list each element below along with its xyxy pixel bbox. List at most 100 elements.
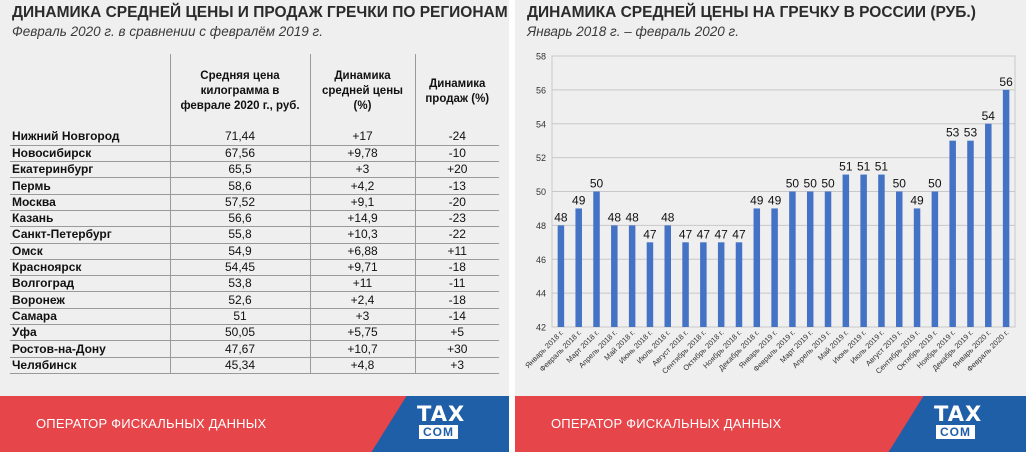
table-row: Воронеж 52,6 +2,4 -18 <box>10 291 499 309</box>
footer-label: ОПЕРАТОР ФИСКАЛЬНЫХ ДАННЫХ <box>551 416 782 431</box>
logo-bottom-text: COM <box>419 425 458 439</box>
sales-change-cell: -20 <box>414 194 499 211</box>
right-panel-title: ДИНАМИКА СРЕДНЕЙ ЦЕНЫ НА ГРЕЧКУ В РОССИИ… <box>527 4 976 21</box>
price-change-cell: +4,8 <box>309 357 415 374</box>
table-body: Нижний Новгород 71,44 +17 -24 Новосибирск 67,… <box>10 129 499 374</box>
bar <box>789 191 796 327</box>
bar <box>575 208 582 327</box>
taxcom-logo: TAX COM <box>934 403 1004 443</box>
y-tick-label: 50 <box>536 187 546 197</box>
data-label: 50 <box>590 177 604 191</box>
regional-table-panel: ДИНАМИКА СРЕДНЕЙ ЦЕНЫ И ПРОДАЖ ГРЕЧКИ ПО… <box>0 0 509 452</box>
price-cell: 65,5 <box>169 161 310 179</box>
sales-change-cell: -10 <box>414 145 499 163</box>
logo-top-text: TAX <box>934 402 983 426</box>
sales-change-cell: +3 <box>414 357 499 374</box>
left-panel-subtitle: Февраль 2020 г. в сравнении с февралём 2… <box>12 24 323 39</box>
bar <box>896 191 903 327</box>
city-cell: Екатеринбург <box>10 161 170 179</box>
city-cell: Нижний Новгород <box>10 129 170 146</box>
bar <box>717 242 725 327</box>
table-row: Самара 51 +3 -14 <box>10 308 499 326</box>
city-cell: Москва <box>10 194 170 211</box>
price-cell: 67,56 <box>169 145 310 163</box>
data-label: 47 <box>697 227 711 241</box>
table-row: Санкт-Петербург 55,8 +10,3 -22 <box>10 226 499 244</box>
logo-bottom-text: COM <box>936 425 975 439</box>
price-cell: 47,67 <box>169 340 310 358</box>
bar <box>1002 89 1010 327</box>
city-cell: Челябинск <box>10 357 170 374</box>
price-cell: 53,8 <box>169 275 310 293</box>
data-label: 49 <box>572 193 586 207</box>
y-tick-label: 56 <box>536 85 546 95</box>
logo-top-text: TAX <box>417 402 466 426</box>
city-cell: Казань <box>10 210 170 228</box>
city-cell: Уфа <box>10 324 170 342</box>
table-header-price: Средняя цена килограмма в феврале 2020 г… <box>169 54 310 129</box>
y-tick-label: 46 <box>536 255 546 265</box>
price-cell: 45,34 <box>169 357 310 374</box>
city-cell: Новосибирск <box>10 145 170 163</box>
price-cell: 56,6 <box>169 210 310 228</box>
data-label: 48 <box>661 210 675 224</box>
data-label: 51 <box>875 160 889 174</box>
left-panel-title: ДИНАМИКА СРЕДНЕЙ ЦЕНЫ И ПРОДАЖ ГРЕЧКИ ПО… <box>12 4 508 21</box>
table-header-city <box>10 54 170 129</box>
y-tick-label: 42 <box>536 323 546 333</box>
price-change-cell: +4,2 <box>309 177 415 195</box>
sales-change-cell: +20 <box>414 161 499 179</box>
bar <box>611 225 618 327</box>
price-change-cell: +3 <box>309 161 415 179</box>
bar <box>860 174 867 327</box>
bar <box>593 191 600 327</box>
data-label: 48 <box>608 210 622 224</box>
price-change-cell: +3 <box>309 308 415 326</box>
city-cell: Красноярск <box>10 259 170 277</box>
price-cell: 57,52 <box>169 194 310 211</box>
price-change-cell: +17 <box>309 129 415 146</box>
table-row: Челябинск 45,34 +4,8 +3 <box>10 357 499 374</box>
sales-change-cell: -18 <box>414 259 499 277</box>
data-label: 49 <box>768 193 782 207</box>
bar <box>771 208 778 327</box>
price-change-cell: +2,4 <box>309 291 415 309</box>
data-label: 51 <box>857 160 871 174</box>
data-label: 56 <box>999 75 1013 89</box>
bar <box>913 208 921 327</box>
city-cell: Воронеж <box>10 291 170 309</box>
price-cell: 55,8 <box>169 226 310 244</box>
table-header-sales-change: Динамика продаж (%) <box>414 54 499 129</box>
regional-price-table: Средняя цена килограмма в феврале 2020 г… <box>10 54 499 374</box>
y-tick-label: 52 <box>536 153 546 163</box>
sales-change-cell: -18 <box>414 291 499 309</box>
table-row: Красноярск 54,45 +9,71 -18 <box>10 259 499 277</box>
data-label: 47 <box>732 227 746 241</box>
y-tick-label: 44 <box>536 289 546 299</box>
y-tick-label: 58 <box>536 52 546 62</box>
sales-change-cell: +5 <box>414 324 499 342</box>
data-label: 49 <box>750 193 764 207</box>
data-label: 53 <box>964 126 978 140</box>
sales-change-cell: -14 <box>414 308 499 326</box>
data-label: 50 <box>804 177 818 191</box>
price-cell: 71,44 <box>169 129 310 146</box>
bar <box>878 174 885 327</box>
sales-change-cell: -24 <box>414 129 499 146</box>
city-cell: Омск <box>10 243 170 260</box>
table-header-price-change: Динамика средней цены (%) <box>309 54 415 129</box>
city-cell: Ростов-на-Дону <box>10 340 170 358</box>
data-label: 50 <box>928 177 942 191</box>
table-row: Казань 56,6 +14,9 -23 <box>10 210 499 228</box>
table-row: Москва 57,52 +9,1 -20 <box>10 194 499 211</box>
bar <box>753 208 761 327</box>
data-label: 47 <box>643 227 657 241</box>
table-header-row: Средняя цена килограмма в феврале 2020 г… <box>10 54 499 129</box>
bar <box>646 242 654 327</box>
data-label: 47 <box>679 227 693 241</box>
bar <box>931 191 939 327</box>
right-panel-subtitle: Январь 2018 г. – февраль 2020 г. <box>527 24 739 39</box>
bar <box>735 242 743 327</box>
bar <box>664 225 671 327</box>
